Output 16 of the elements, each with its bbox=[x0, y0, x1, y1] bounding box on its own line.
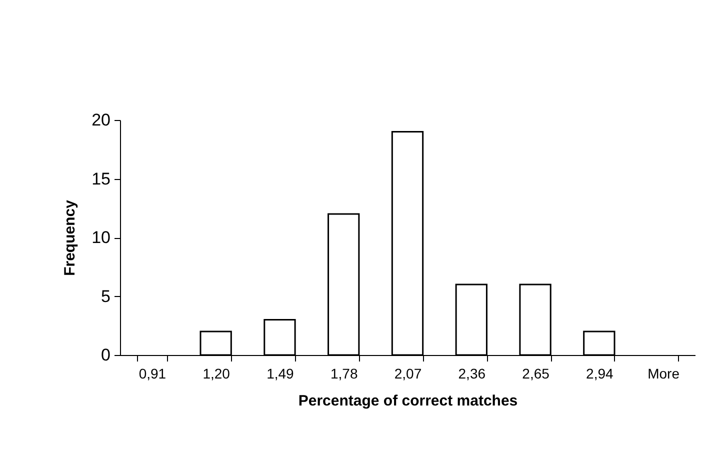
y-tick-label: 0 bbox=[101, 346, 110, 364]
x-tick-label: 1,20 bbox=[202, 366, 230, 382]
x-tick-label: 2,65 bbox=[522, 366, 550, 382]
x-tick-label: 0,91 bbox=[138, 366, 166, 382]
y-tick-label: 5 bbox=[101, 286, 110, 306]
x-axis-title: Percentage of correct matches bbox=[298, 392, 518, 410]
x-tick-label: 2,94 bbox=[586, 366, 614, 382]
y-tick-label: 15 bbox=[92, 169, 110, 188]
x-tick-label: 1,49 bbox=[266, 366, 294, 382]
y-tick-label: 20 bbox=[92, 110, 110, 130]
x-tick-label: 2,07 bbox=[394, 366, 422, 382]
x-tick-label: More bbox=[648, 366, 680, 382]
y-tick-label: 10 bbox=[92, 228, 110, 247]
y-axis-title: Frequency bbox=[62, 199, 79, 276]
x-tick-label: 2,36 bbox=[458, 366, 486, 382]
x-tick-label: 1,78 bbox=[330, 366, 358, 382]
